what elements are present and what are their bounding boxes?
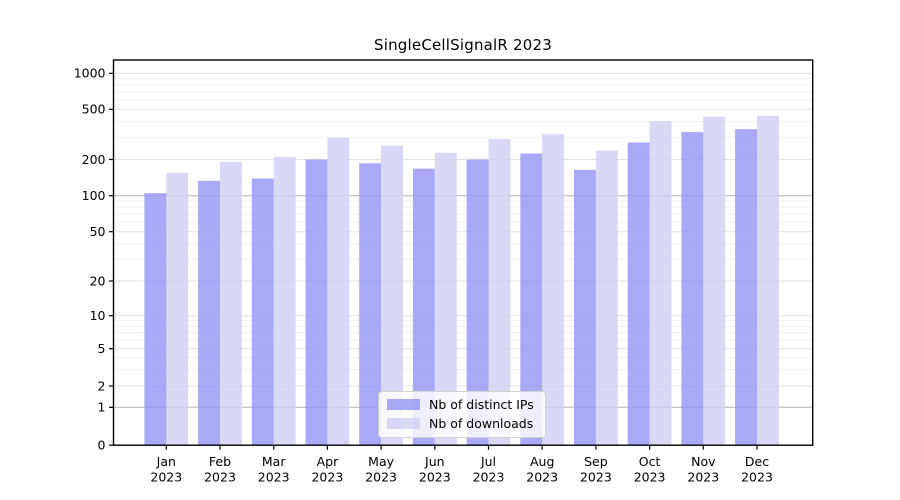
svg-text:500: 500 <box>82 102 106 117</box>
svg-text:2023: 2023 <box>687 470 719 485</box>
svg-text:2023: 2023 <box>204 470 236 485</box>
legend-swatch-distinct-ips <box>387 399 420 411</box>
svg-text:50: 50 <box>90 224 106 239</box>
svg-text:Jul: Jul <box>480 454 496 469</box>
svg-text:200: 200 <box>82 152 106 167</box>
svg-text:Feb: Feb <box>209 454 231 469</box>
legend-label: Nb of distinct IPs <box>429 397 534 412</box>
svg-text:2023: 2023 <box>473 470 505 485</box>
svg-text:2023: 2023 <box>419 470 451 485</box>
svg-text:Nov: Nov <box>691 454 716 469</box>
svg-text:0: 0 <box>98 438 106 453</box>
legend: Nb of distinct IPs Nb of downloads <box>378 391 546 438</box>
svg-text:Jun: Jun <box>424 454 445 469</box>
svg-text:5: 5 <box>98 341 106 356</box>
svg-text:2023: 2023 <box>741 470 773 485</box>
legend-label: Nb of downloads <box>429 415 534 431</box>
svg-text:Oct: Oct <box>639 454 661 469</box>
svg-text:Mar: Mar <box>262 454 286 469</box>
svg-text:Sep: Sep <box>584 454 608 469</box>
svg-text:2023: 2023 <box>634 470 666 485</box>
svg-text:May: May <box>368 454 394 469</box>
svg-text:20: 20 <box>90 273 106 288</box>
svg-text:Jan: Jan <box>156 454 176 469</box>
svg-text:100: 100 <box>82 188 106 203</box>
legend-item-distinct-ips: Nb of distinct IPs <box>387 398 534 412</box>
svg-text:2023: 2023 <box>150 470 182 485</box>
svg-text:2023: 2023 <box>258 470 290 485</box>
svg-text:2023: 2023 <box>526 470 558 485</box>
svg-text:1000: 1000 <box>74 66 106 81</box>
svg-text:2023: 2023 <box>580 470 612 485</box>
svg-text:2: 2 <box>98 378 106 393</box>
svg-text:Dec: Dec <box>745 454 769 469</box>
svg-text:1: 1 <box>98 400 106 415</box>
svg-text:2023: 2023 <box>365 470 397 485</box>
svg-text:Apr: Apr <box>317 454 339 469</box>
legend-item-downloads: Nb of downloads <box>387 415 534 431</box>
svg-text:2023: 2023 <box>311 470 343 485</box>
chart-title: SingleCellSignalR 2023 <box>374 36 552 54</box>
legend-swatch-downloads <box>387 418 420 430</box>
svg-text:10: 10 <box>90 308 106 323</box>
svg-text:Aug: Aug <box>530 454 554 469</box>
